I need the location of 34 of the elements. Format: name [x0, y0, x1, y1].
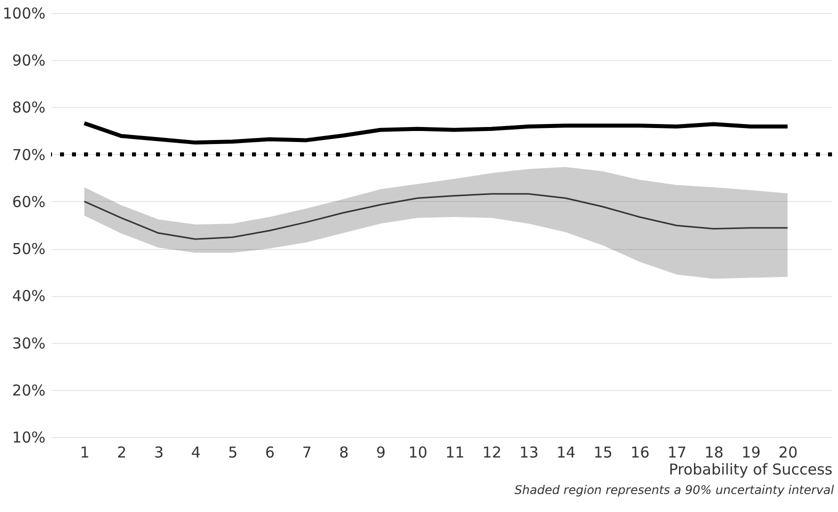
y-tick-label: 80%	[12, 98, 46, 117]
x-tick-label: 10	[408, 444, 428, 462]
x-tick-label: 15	[593, 444, 613, 462]
x-tick-label: 12	[482, 444, 502, 462]
x-tick-label: 9	[376, 444, 386, 462]
x-tick-label: 13	[519, 444, 539, 462]
x-tick-label: 4	[191, 444, 201, 462]
x-tick-label: 11	[445, 444, 464, 462]
x-tick-label: 20	[778, 444, 798, 462]
x-tick-label: 8	[339, 444, 349, 462]
x-tick-label: 5	[228, 444, 238, 462]
y-tick-label: 10%	[12, 428, 46, 446]
text: Shaded region represents a 90% uncertainty interval	[514, 483, 835, 497]
y-tick-label: 20%	[12, 381, 46, 400]
y-tick-label: 90%	[12, 52, 46, 70]
line-series	[84, 193, 788, 240]
x-tick-label: 7	[302, 444, 312, 462]
y-tick-label: 50%	[12, 240, 46, 258]
x-tick-label: 6	[265, 444, 275, 462]
x-tick-label: 16	[630, 444, 650, 462]
y-tick-label: 40%	[12, 287, 46, 306]
x-tick-label: 19	[742, 444, 761, 462]
line-series	[82, 121, 790, 145]
y-tick-label: 30%	[12, 334, 46, 352]
x-axis-title: Probability of Success	[668, 460, 833, 478]
x-tick-label: 2	[117, 444, 127, 462]
y-tick-label: 60%	[12, 192, 46, 211]
x-tick-label: 14	[556, 444, 576, 462]
x-tick-label: 17	[667, 444, 687, 462]
x-tick-label: 3	[154, 444, 164, 462]
x-tick-label: 1	[80, 444, 90, 462]
x-tick-label: 18	[704, 444, 724, 462]
y-tick-label: 70%	[12, 146, 46, 164]
y-tick-label: 100%	[2, 4, 46, 22]
